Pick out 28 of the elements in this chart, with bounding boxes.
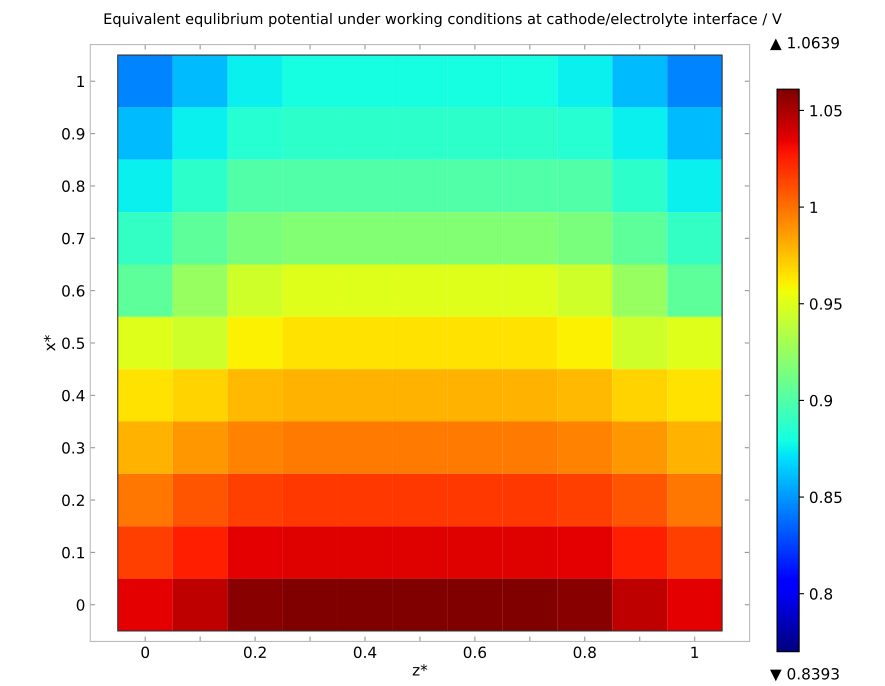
color-bar-label: 1.05 — [810, 104, 842, 116]
text: ▲ 1.0639 — [770, 36, 839, 50]
text: ▼ 0.8393 — [770, 668, 839, 682]
y-tick-label: 0.2 — [62, 494, 84, 506]
x-tick-label: 0.2 — [244, 646, 266, 658]
color-bar-label: 1 — [810, 202, 818, 213]
y-axis-title: x* — [44, 335, 56, 351]
x-tick-label: 0.4 — [354, 646, 376, 658]
x-tick-label: 0.6 — [464, 646, 486, 658]
y-tick-label: 1 — [77, 76, 84, 88]
y-tick-label: 0 — [76, 599, 84, 611]
color-bar-label: 0.95 — [810, 298, 842, 310]
y-tick-label: 0.6 — [62, 285, 84, 297]
chart-title: Equivalent equlibrium potential under working conditions at cathode/electrolyte interface / V — [104, 12, 782, 28]
x-axis-title: z* — [412, 664, 428, 676]
color-bar-label: 0.9 — [810, 394, 832, 406]
y-tick-label: 0.1 — [62, 546, 84, 558]
x-tick-label: 0 — [141, 646, 150, 658]
x-tick-label: 1 — [691, 646, 698, 658]
color-bar-label: 0.85 — [810, 492, 842, 504]
y-tick-label: 0.5 — [62, 337, 84, 350]
x-tick-label: 0.8 — [574, 646, 596, 658]
y-tick-label: 0.3 — [62, 442, 84, 454]
y-tick-label: 0.9 — [62, 128, 84, 140]
color-bar-label: 0.8 — [810, 588, 832, 600]
y-tick-label: 0.7 — [62, 232, 84, 244]
y-tick-label: 0.8 — [62, 180, 84, 192]
y-tick-label: 0.4 — [62, 390, 85, 402]
